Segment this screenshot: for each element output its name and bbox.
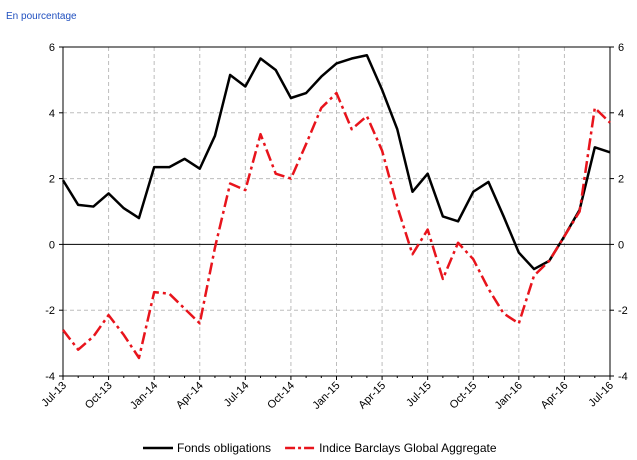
- x-tick-label: Jul-15: [404, 380, 434, 410]
- series-line-1: [61, 53, 611, 271]
- x-tick-label: Jul-13: [39, 380, 69, 410]
- x-tick-label: Oct-13: [83, 380, 115, 412]
- y-tick-label-left: 4: [49, 108, 55, 120]
- legend-label-1: Fonds obligations: [177, 441, 271, 455]
- x-tick-label: Oct-14: [265, 380, 297, 412]
- x-tick-label: Oct-15: [448, 380, 480, 412]
- x-tick-label: Apr-15: [356, 380, 388, 412]
- x-axis: Jul-13 Oct-13 Jan-14 Apr-14 Jul-14 Oct-14 Jan-…: [39, 376, 616, 412]
- y-tick-label-left: 6: [49, 42, 55, 54]
- x-tick-label: Jan-16: [493, 380, 525, 412]
- x-tick-label: Jan-14: [128, 380, 160, 412]
- x-tick-label: Jan-15: [310, 380, 342, 412]
- series-line-2: [62, 91, 611, 360]
- x-tick-label: Jul-16: [586, 380, 616, 410]
- series-group: [61, 53, 611, 360]
- y-tick-label-right: 0: [618, 239, 624, 251]
- legend: Fonds obligations Indice Barclays Global …: [143, 441, 497, 455]
- y-tick-label-left: -2: [45, 305, 55, 317]
- y-axis-right: -4 -2 0 2 4 6: [610, 42, 628, 383]
- y-tick-label-right: -2: [618, 305, 628, 317]
- y-tick-label-right: 6: [618, 42, 624, 54]
- legend-label-2: Indice Barclays Global Aggregate: [319, 441, 497, 455]
- y-tick-label-right: -4: [618, 371, 628, 383]
- y-tick-label-left: -4: [45, 371, 55, 383]
- x-tick-label: Jul-14: [222, 380, 252, 410]
- y-tick-label-right: 4: [618, 108, 624, 120]
- y-tick-label-left: 2: [49, 174, 55, 186]
- x-tick-label: Apr-16: [539, 380, 571, 412]
- unit-note: En pourcentage: [6, 11, 77, 22]
- y-tick-label-left: 0: [49, 239, 55, 251]
- y-tick-label-right: 2: [618, 174, 624, 186]
- y-axis-left: -4 -2 0 2 4 6: [45, 42, 63, 383]
- x-tick-label: Apr-14: [174, 380, 206, 412]
